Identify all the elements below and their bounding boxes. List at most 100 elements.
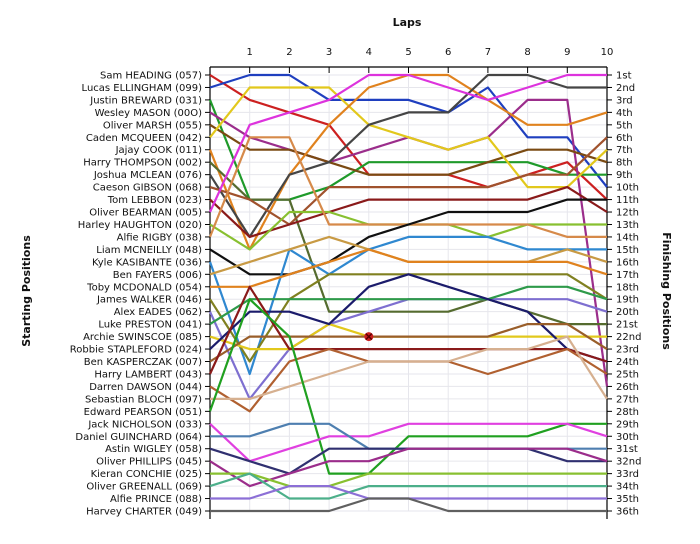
finishing-position-label: 2nd — [616, 83, 635, 94]
lap-tick-label: 3 — [326, 47, 332, 58]
y-axis-label-right: Finishing Positions — [660, 232, 673, 350]
driver-label: Luke PRESTON (041) — [98, 320, 202, 331]
finishing-position-label: 21st — [616, 320, 638, 331]
finishing-position-label: 12th — [616, 208, 639, 219]
driver-label: Oliver BEARMAN (005) — [89, 208, 202, 219]
driver-label: Ben FAYERS (006) — [113, 270, 202, 281]
lap-tick-label: 8 — [524, 47, 530, 58]
finishing-position-label: 29th — [616, 419, 639, 430]
finishing-position-label: 22nd — [616, 332, 641, 343]
lap-tick-label: 1 — [247, 47, 253, 58]
y-axis-label-left: Starting Positions — [20, 235, 33, 347]
driver-label: Alfie PRINCE (088) — [110, 494, 202, 505]
finishing-position-label: 16th — [616, 257, 639, 268]
series-line — [209, 73, 608, 188]
finishing-position-label: 35th — [616, 494, 639, 505]
series-line — [208, 73, 607, 213]
finishing-position-label: 32nd — [616, 457, 641, 468]
driver-label: Wesley MASON (00O) — [95, 108, 203, 119]
driver-label: Lucas ELLINGHAM (099) — [82, 83, 203, 94]
finishing-position-label: 26th — [616, 382, 639, 393]
finishing-position-label: 20th — [616, 307, 639, 318]
lap-tick-label: 10 — [601, 47, 614, 58]
finishing-position-label: 10th — [616, 183, 639, 194]
driver-label: Harvey CHARTER (049) — [86, 507, 202, 518]
finishing-position-label: 6th — [616, 133, 633, 144]
finishing-position-label: 31st — [616, 444, 638, 455]
series-line — [210, 497, 607, 513]
driver-label: Harry LAMBERT (043) — [94, 369, 202, 380]
driver-label: Toby MCDONALD (054) — [86, 282, 202, 293]
driver-label: Kyle KASIBANTE (036) — [92, 257, 202, 268]
driver-label: Alex EADES (062) — [114, 307, 202, 318]
finishing-position-label: 5th — [616, 120, 633, 131]
finishing-position-label: 3rd — [616, 95, 633, 106]
finishing-position-label: 18th — [616, 282, 639, 293]
driver-label: Joshua MCLEAN (076) — [93, 170, 202, 181]
series-line — [209, 422, 608, 463]
driver-label: Liam MCNEILLY (048) — [96, 245, 202, 256]
finishing-position-label: 4th — [616, 108, 633, 119]
series-line — [208, 285, 608, 375]
lap-tick-label: 2 — [286, 47, 292, 58]
driver-label: Jack NICHOLSON (033) — [87, 419, 202, 430]
driver-label: Edward PEARSON (051) — [84, 407, 202, 418]
series-line — [209, 161, 607, 326]
finishing-position-label: 34th — [616, 482, 639, 493]
driver-label: Darren DAWSON (044) — [89, 382, 202, 393]
finishing-position-label: 33rd — [616, 469, 639, 480]
series-line — [209, 285, 608, 326]
driver-label: Oliver MARSH (055) — [103, 120, 202, 131]
finishing-position-label: 9th — [616, 170, 633, 181]
lap-tick-label: 7 — [485, 47, 491, 58]
driver-label: Sam HEADING (057) — [100, 71, 202, 82]
finishing-position-label: 23rd — [616, 345, 639, 356]
series-line — [209, 86, 608, 189]
series-line — [209, 323, 608, 363]
driver-label: Caeson GIBSON (068) — [93, 183, 202, 194]
lap-tick-label: 9 — [564, 47, 570, 58]
driver-label: Jajay COOK (011) — [115, 145, 203, 156]
driver-label: Oliver PHILLIPS (045) — [96, 457, 202, 468]
series-line — [209, 123, 608, 176]
driver-label: Oliver GREENALL (069) — [86, 482, 202, 493]
lap-tick-label: 6 — [445, 47, 451, 58]
driver-label: Harley HAUGHTON (020) — [78, 220, 202, 231]
finishing-position-label: 8th — [616, 158, 633, 169]
finishing-position-label: 25th — [616, 369, 639, 380]
series-line — [209, 186, 608, 238]
series-line — [209, 136, 608, 226]
finishing-position-label: 19th — [616, 295, 639, 306]
driver-label: Justin BREWARD (031) — [89, 95, 202, 106]
chart-title: Laps — [393, 16, 422, 29]
driver-label: Caden MCQUEEN (042) — [86, 133, 202, 144]
lap-tick-label: 5 — [405, 47, 411, 58]
driver-label: James WALKER (046) — [96, 295, 202, 306]
finishing-position-label: 27th — [616, 394, 639, 405]
driver-label: Sebastian BLOCH (097) — [85, 394, 202, 405]
finishing-position-label: 11th — [616, 195, 639, 206]
series-line — [208, 298, 607, 475]
finishing-position-label: 28th — [616, 407, 639, 418]
finishing-position-label: 15th — [616, 245, 639, 256]
series-line — [210, 248, 608, 288]
finishing-position-label: 24th — [616, 357, 639, 368]
series-line — [208, 235, 607, 376]
driver-label: Robbie STAPLEFORD (024) — [70, 345, 202, 356]
driver-label: Harry THOMPSON (002) — [83, 158, 202, 169]
lap-tick-label: 4 — [366, 47, 372, 58]
series-line — [209, 447, 608, 488]
series-line — [210, 335, 608, 400]
driver-label: Kieran CONCHIE (025) — [91, 469, 203, 480]
driver-label: Daniel GUINCHARD (064) — [75, 432, 202, 443]
finishing-position-label: 17th — [616, 270, 639, 281]
driver-label: Astin WIGLEY (058) — [105, 444, 202, 455]
finishing-position-label: 36th — [616, 507, 639, 518]
finishing-position-label: 7th — [616, 145, 633, 156]
plot-area: 1 2 3 4 5 6 7 8 9 10 Sam HEADING (057) 1st Lucas ELL… — [70, 47, 641, 519]
driver-label: Alfie RIGBY (038) — [117, 232, 202, 243]
driver-label: Archie SWINSCOE (085) — [83, 332, 202, 343]
finishing-position-label: 30th — [616, 432, 639, 443]
retired-marker-cross — [365, 333, 373, 341]
